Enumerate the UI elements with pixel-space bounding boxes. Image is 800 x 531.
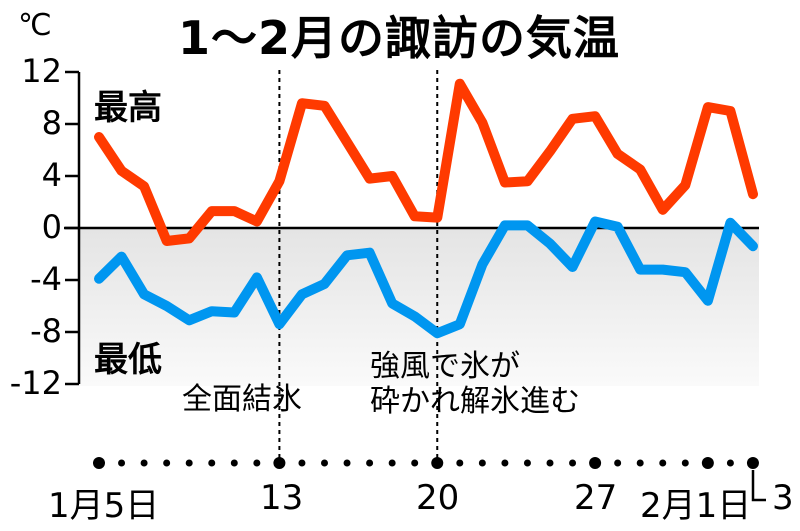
- date-dot: [659, 459, 667, 467]
- date-dot: [614, 459, 622, 467]
- y-tick-label: -4: [30, 260, 62, 298]
- y-tick-label: -8: [30, 312, 62, 350]
- annotation-ice-breakup-line2: 砕かれ解氷進む: [370, 384, 580, 419]
- date-dot: [456, 459, 464, 467]
- x-tick-feb1: 2月1日: [640, 486, 752, 526]
- annotation-full-freeze: 全面結氷: [182, 382, 302, 417]
- x-tick-20: 20: [416, 478, 460, 518]
- x-axis-date-dots: [93, 457, 759, 469]
- date-dot: [366, 459, 374, 467]
- date-dot: [343, 459, 351, 467]
- min-temp-line: [94, 216, 758, 339]
- date-dot: [321, 459, 328, 467]
- date-dot: [431, 457, 444, 469]
- date-dot: [411, 459, 419, 467]
- date-dot: [208, 459, 216, 467]
- date-dot: [118, 459, 126, 467]
- y-tick-label: 0: [41, 208, 62, 246]
- y-tick-label: 4: [41, 156, 62, 194]
- date-dot: [478, 459, 486, 467]
- max-temp-line: [94, 78, 758, 246]
- date-dot: [501, 459, 509, 467]
- date-dot: [185, 459, 193, 467]
- date-dot: [681, 459, 689, 467]
- min-series-label: 最低: [94, 340, 162, 380]
- date-dot: [93, 457, 105, 469]
- annotation-ice-breakup-line1: 強風で氷が: [370, 349, 520, 384]
- date-dot: [298, 459, 306, 467]
- date-dot: [546, 459, 554, 467]
- date-dot: [746, 457, 759, 469]
- max-series-label: 最高: [94, 88, 162, 128]
- y-tick-label: 12: [21, 52, 62, 90]
- date-dot: [253, 459, 261, 467]
- y-tick-label: -12: [9, 364, 62, 402]
- date-dot: [569, 459, 577, 467]
- date-dot: [230, 459, 238, 467]
- x-tick-3: 3: [772, 478, 794, 518]
- date-dot: [636, 459, 644, 467]
- y-tick-label: 8: [41, 104, 62, 142]
- x-tick-13: 13: [260, 478, 304, 518]
- y-axis-unit: ℃: [18, 8, 52, 43]
- x-tick-27: 27: [574, 478, 618, 518]
- date-dot: [701, 457, 714, 469]
- date-dot: [140, 459, 148, 467]
- date-dot: [726, 459, 734, 467]
- date-dot: [273, 457, 286, 469]
- chart-title: 1〜2月の諏訪の気温: [178, 11, 621, 65]
- date-dot: [163, 459, 171, 467]
- date-dot: [589, 457, 602, 469]
- below-zero-shading: [79, 229, 759, 386]
- event-markers: [278, 70, 439, 463]
- feb3-bracket: [751, 470, 766, 502]
- date-dot: [388, 459, 396, 467]
- x-tick-jan5: 1月5日: [48, 486, 160, 526]
- date-dot: [523, 459, 531, 467]
